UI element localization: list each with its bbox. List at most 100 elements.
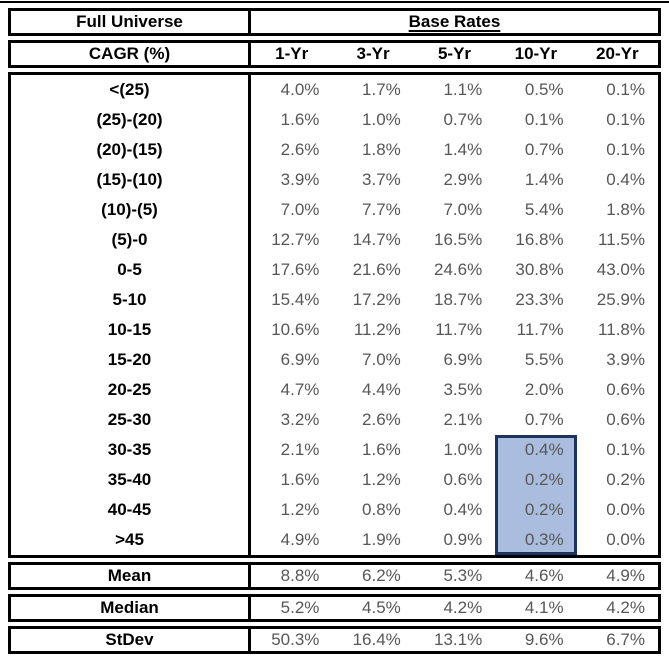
row-label: 5-10 bbox=[11, 285, 251, 315]
row-label: 25-30 bbox=[11, 405, 251, 435]
value-cell: 1.6% bbox=[280, 470, 320, 489]
value-cell: 12.7% bbox=[271, 230, 320, 249]
value-cell: 11.2% bbox=[353, 320, 401, 339]
value-cell: 3.5% bbox=[443, 380, 483, 399]
value-cell: 6.9% bbox=[443, 350, 483, 369]
value-cell: 2.1% bbox=[280, 440, 320, 459]
row-label: 30-35 bbox=[11, 435, 251, 465]
value-cell: 15.4% bbox=[271, 290, 320, 309]
summary-label: StDev bbox=[11, 629, 251, 651]
summary-value: 16.4% bbox=[352, 630, 401, 649]
value-cell: 7.0% bbox=[280, 200, 320, 219]
value-cell: 6.9% bbox=[280, 350, 320, 369]
value-cell: 0.2% bbox=[495, 495, 577, 525]
value-cell: 11.5% bbox=[598, 230, 645, 249]
value-cell: 2.9% bbox=[443, 170, 483, 189]
value-cell: 0.2% bbox=[495, 465, 577, 495]
column-header-1-yr: 1-Yr bbox=[275, 44, 309, 63]
row-label-header: CAGR (%) bbox=[11, 43, 251, 65]
value-cell: 7.0% bbox=[443, 200, 483, 219]
row-label: (20)-(15) bbox=[11, 135, 251, 165]
row-label: (25)-(20) bbox=[11, 105, 251, 135]
summary-value: 4.5% bbox=[362, 598, 401, 617]
value-cell: 3.9% bbox=[606, 350, 645, 369]
value-cell: 0.6% bbox=[443, 470, 483, 489]
value-cell: 1.4% bbox=[443, 140, 483, 159]
column-header-10-yr: 10-Yr bbox=[514, 44, 558, 63]
value-cell: 0.5% bbox=[524, 80, 564, 99]
summary-label: Mean bbox=[11, 565, 251, 587]
value-cell: 1.7% bbox=[362, 80, 401, 99]
value-cell: 2.1% bbox=[443, 410, 483, 429]
value-cell: 0.1% bbox=[606, 440, 645, 459]
value-cell: 7.7% bbox=[362, 200, 401, 219]
top-rule bbox=[0, 1, 669, 3]
value-cell: 0.1% bbox=[606, 110, 645, 129]
value-cell: 4.4% bbox=[362, 380, 401, 399]
value-cell: 7.0% bbox=[362, 350, 401, 369]
value-cell: 5.5% bbox=[524, 350, 564, 369]
column-header-20-yr: 20-Yr bbox=[596, 44, 639, 63]
row-label: 15-20 bbox=[11, 345, 251, 375]
summary-value: 9.6% bbox=[524, 630, 564, 649]
value-cell: 3.9% bbox=[280, 170, 320, 189]
row-label: <(25) bbox=[11, 75, 251, 105]
value-cell: 10.6% bbox=[271, 320, 320, 339]
summary-value: 6.7% bbox=[606, 630, 645, 649]
value-cell: 0.1% bbox=[606, 80, 645, 99]
value-cell: 3.7% bbox=[362, 170, 401, 189]
row-label: >45 bbox=[11, 525, 251, 555]
value-cell: 16.5% bbox=[433, 230, 483, 249]
value-cell: 0.6% bbox=[606, 410, 645, 429]
value-cell: 1.0% bbox=[362, 110, 401, 129]
value-cell: 4.7% bbox=[280, 380, 320, 399]
value-cell: 0.2% bbox=[606, 470, 645, 489]
group-header-label: Base Rates bbox=[408, 12, 501, 31]
stdev-row: StDev 50.3% 16.4% 13.1% 9.6% 6.7% bbox=[8, 626, 661, 654]
summary-value: 4.1% bbox=[524, 598, 564, 617]
mean-row: Mean 8.8% 6.2% 5.3% 4.6% 4.9% bbox=[8, 562, 661, 590]
summary-value: 6.2% bbox=[362, 566, 401, 585]
value-cell: 1.9% bbox=[362, 530, 401, 549]
row-label: (5)-0 bbox=[11, 225, 251, 255]
summary-value: 50.3% bbox=[271, 630, 320, 649]
summary-value: 4.2% bbox=[443, 598, 483, 617]
median-row: Median 5.2% 4.5% 4.2% 4.1% 4.2% bbox=[8, 594, 661, 622]
value-cell: 0.0% bbox=[606, 500, 645, 519]
value-cell: 1.6% bbox=[362, 440, 401, 459]
value-cell: 4.0% bbox=[280, 80, 320, 99]
value-cell: 1.6% bbox=[280, 110, 320, 129]
value-cell: 0.7% bbox=[443, 110, 483, 129]
value-cell: 2.6% bbox=[362, 410, 401, 429]
value-cell: 18.7% bbox=[433, 290, 483, 309]
column-header-row: CAGR (%) 1-Yr 3-Yr 5-Yr 10-Yr 20-Yr bbox=[8, 40, 661, 68]
value-cell: 0.0% bbox=[606, 530, 645, 549]
value-cell: 17.6% bbox=[271, 260, 320, 279]
left-title: Full Universe bbox=[11, 11, 251, 33]
value-cell: 30.8% bbox=[515, 260, 564, 279]
value-cell: 0.9% bbox=[443, 530, 483, 549]
row-label: 40-45 bbox=[11, 495, 251, 525]
row-label: 20-25 bbox=[11, 375, 251, 405]
value-cell: 11.8% bbox=[598, 320, 645, 339]
value-cell: 3.2% bbox=[280, 410, 320, 429]
value-cell: 16.8% bbox=[515, 230, 564, 249]
value-cell: 4.9% bbox=[280, 530, 320, 549]
value-cell: 1.2% bbox=[362, 470, 401, 489]
value-cell: 0.3% bbox=[495, 525, 577, 555]
value-cell: 0.4% bbox=[495, 435, 577, 465]
data-grid: <(25) 4.0% 1.7% 1.1% 0.5% 0.1% (25)-(20) 1.6% 1.… bbox=[8, 72, 661, 558]
row-label: 10-15 bbox=[11, 315, 251, 345]
summary-value: 4.6% bbox=[524, 566, 564, 585]
value-cell: 1.8% bbox=[606, 200, 645, 219]
value-cell: 23.3% bbox=[515, 290, 564, 309]
row-label: 0-5 bbox=[11, 255, 251, 285]
value-cell: 0.1% bbox=[524, 110, 564, 129]
value-cell: 1.2% bbox=[280, 500, 320, 519]
value-cell: 5.4% bbox=[524, 200, 564, 219]
summary-value: 5.3% bbox=[443, 566, 483, 585]
value-cell: 0.4% bbox=[606, 170, 645, 189]
value-cell: 1.4% bbox=[524, 170, 564, 189]
value-cell: 1.8% bbox=[362, 140, 401, 159]
value-cell: 14.7% bbox=[352, 230, 401, 249]
